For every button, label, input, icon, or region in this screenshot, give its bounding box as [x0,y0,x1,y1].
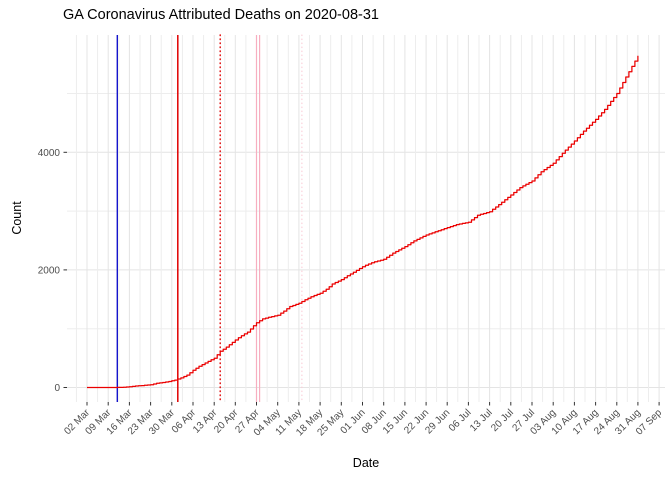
x-tick-label: 20 Jul [489,407,516,434]
y-tick-label: 0 [54,383,60,394]
y-axis-title: Count [10,201,24,235]
x-axis-title: Date [352,456,380,470]
y-tick-label: 4000 [38,148,61,159]
x-tick-label: 13 Jul [468,407,495,434]
x-tick-label: 06 Jul [447,407,474,434]
deaths-line [87,55,639,389]
y-tick-label: 2000 [38,265,61,276]
chart-title: GA Coronavirus Attributed Deaths on 2020… [63,7,379,23]
